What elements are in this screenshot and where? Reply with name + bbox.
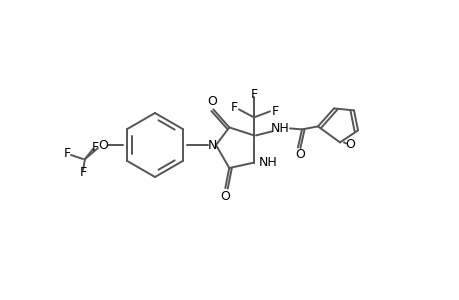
Text: O: O (344, 138, 354, 151)
Text: N: N (207, 139, 216, 152)
Text: NH: NH (270, 122, 289, 135)
Text: NH: NH (258, 156, 277, 169)
Text: F: F (63, 146, 70, 160)
Text: O: O (220, 190, 230, 202)
Text: F: F (271, 105, 278, 118)
Text: O: O (294, 148, 304, 161)
Text: O: O (98, 139, 108, 152)
Text: O: O (207, 95, 217, 108)
Text: F: F (91, 140, 98, 154)
Text: F: F (79, 167, 86, 179)
Text: F: F (230, 101, 237, 114)
Text: F: F (250, 88, 257, 101)
